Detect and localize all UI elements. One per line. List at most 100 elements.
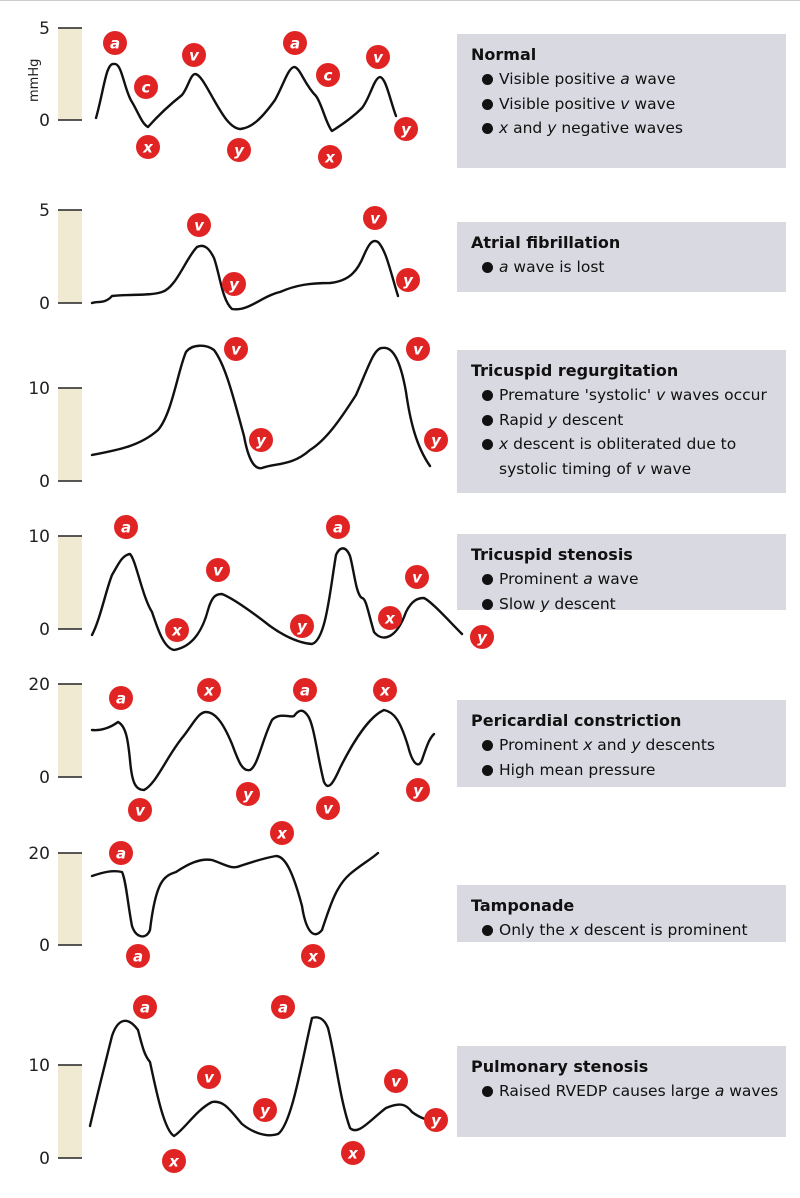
y-tick-label: 0 [39,936,50,956]
wave-marker-letter: x [203,682,215,700]
bullet-text: waves [724,1082,779,1100]
wave-marker-v: v [366,45,390,69]
wave-marker-circle [222,272,246,296]
bullet-item: Prominent x and y descents [471,733,786,758]
wave-marker-circle [406,337,430,361]
bullet-text: High mean pressure [499,760,656,779]
wave-marker-letter: x [307,948,319,966]
italic-wave-letter: y [547,119,557,137]
bullet-text: Only the [499,921,570,939]
wave-marker-x: x [373,678,397,702]
wave-marker-letter: a [110,35,120,53]
wave-marker-circle [128,798,152,822]
wave-marker-v: v [384,1069,408,1093]
wave-marker-circle [165,618,189,642]
italic-wave-letter: x [569,921,579,939]
bullet-text: wave [645,459,692,478]
description-panel-atrial-fibrillation: Atrial fibrillation a wave is lost [457,222,786,292]
wave-marker-circle [253,1098,277,1122]
pressure-trace [90,851,380,938]
wave-marker-circle [133,995,157,1019]
wave-marker-x: x [318,145,342,169]
wave-marker-circle [162,1149,186,1173]
wave-marker-letter: x [142,139,154,157]
wave-marker-y: y [424,1108,448,1132]
wave-marker-circle [249,428,273,452]
wave-marker-circle [396,268,420,292]
wave-marker-a: a [109,686,133,710]
y-tick-label: 5 [39,201,50,221]
wave-marker-y: y [227,138,251,162]
bullet-text: waves occur [665,386,767,404]
wave-marker-circle [424,428,448,452]
panel-title: Pericardial constriction [471,711,682,730]
wave-marker-circle [224,337,248,361]
wave-marker-circle [114,515,138,539]
bullet-item: Raised RVEDP causes large a waves [471,1079,786,1104]
wave-marker-circle [384,1069,408,1093]
wave-marker-letter: y [229,276,240,294]
y-tick-label: 0 [39,1149,50,1169]
wave-marker-letter: v [370,210,381,228]
wave-marker-letter: y [243,786,254,804]
wave-marker-y: y [394,117,418,141]
bullet-item: Visible positive a wave [471,67,786,92]
bullet-list: Only the x descent is prominent [471,918,786,943]
wave-marker-circle [187,213,211,237]
wave-marker-circle [182,43,206,67]
wave-marker-circle [341,1141,365,1165]
wave-marker-circle [366,45,390,69]
wave-marker-letter: a [300,682,310,700]
wave-marker-circle [363,206,387,230]
wave-marker-letter: v [213,562,224,580]
bullet-list: Premature 'systolic' v waves occur Rapid … [471,383,786,481]
wave-marker-a: a [114,515,138,539]
bullet-item: x descent is obliterated due to systolic… [471,432,786,481]
wave-marker-letter: a [278,999,288,1017]
panel-title: Atrial fibrillation [471,233,621,252]
y-tick-label: 0 [39,111,50,131]
italic-wave-letter: a [499,258,509,276]
wave-marker-circle [109,686,133,710]
waveform-tricuspid-stenosis: 10 0 a x v y a x v y [28,515,494,652]
wave-marker-circle [406,778,430,802]
wave-marker-letter: y [413,782,424,800]
wave-marker-circle [236,782,260,806]
bullet-item: a wave is lost [471,255,786,280]
wave-marker-letter: y [401,121,412,139]
panel-title: Tricuspid regurgitation [471,361,679,380]
bullet-text: and [508,119,548,137]
bullet-list: Prominent x and y descents High mean pres… [471,733,786,782]
wave-marker-letter: a [333,519,343,537]
wave-marker-circle [373,678,397,702]
bullet-item: High mean pressure [471,758,786,783]
wave-marker-letter: x [171,622,183,640]
y-tick-label: 10 [28,379,50,399]
bullet-list: Prominent a wave Slow y descent [471,567,786,616]
bullet-text: Visible positive [499,94,621,113]
description-panel-normal: Normal Visible positive a wave Visible pos… [457,34,786,168]
pressure-trace [90,239,400,311]
wave-marker-v: v [128,798,152,822]
wave-marker-y: y [249,428,273,452]
bullet-text: descent [549,594,616,613]
italic-wave-letter: x [499,435,509,453]
italic-wave-letter: v [620,94,630,113]
wave-marker-x: x [162,1149,186,1173]
wave-marker-v: v [406,337,430,361]
italic-wave-letter: a [620,70,630,88]
wave-marker-x: x [197,678,221,702]
wave-marker-y: y [396,268,420,292]
wave-marker-letter: a [121,519,131,537]
wave-marker-circle [270,821,294,845]
y-tick-label: 5 [39,19,50,39]
wave-marker-v: v [187,213,211,237]
wave-marker-y: y [424,428,448,452]
wave-marker-y: y [236,782,260,806]
pressure-trace [90,708,436,792]
bullet-item: Prominent a wave [471,567,786,592]
panel-title: Tamponade [471,896,575,915]
wave-marker-c: c [134,75,158,99]
y-axis-band [58,28,82,120]
